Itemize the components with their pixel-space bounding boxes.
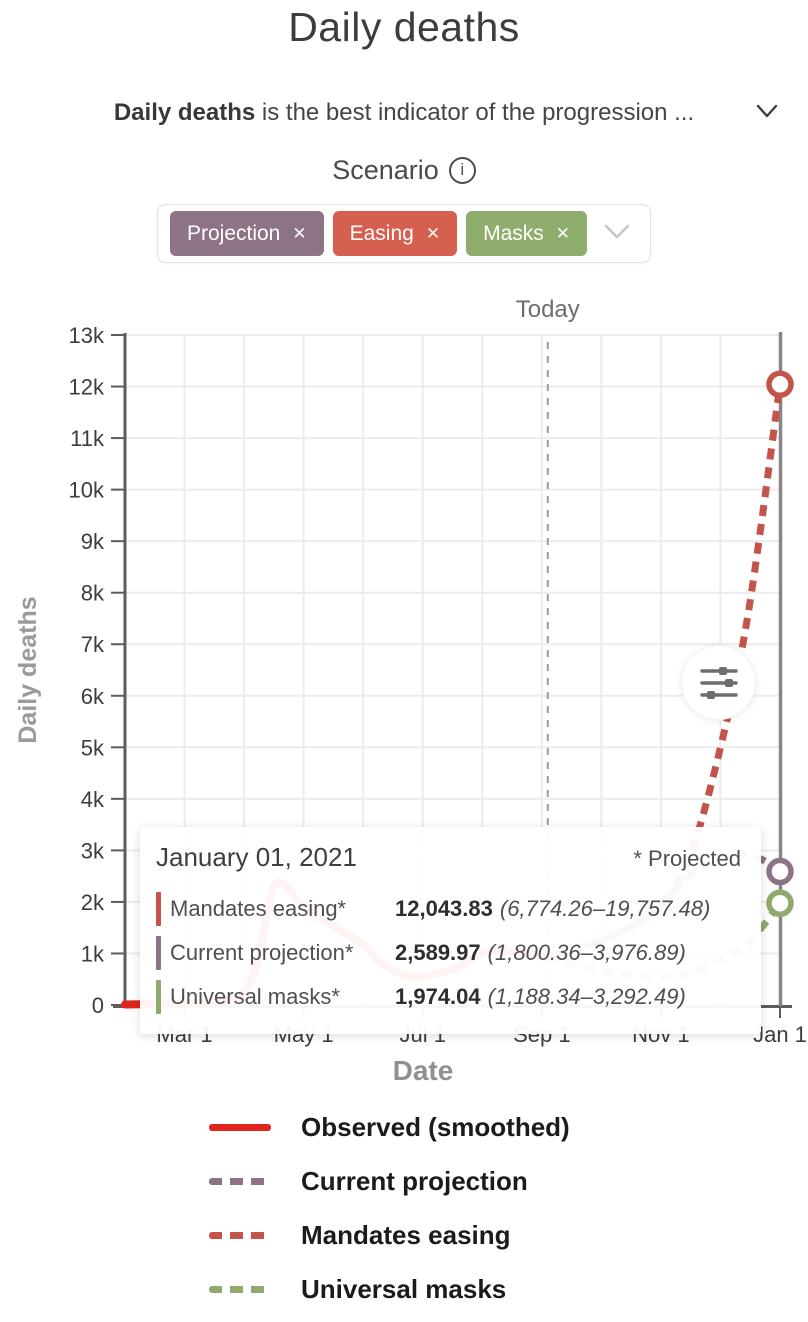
y-tick-label: 12k: [69, 375, 105, 400]
tooltip-date: January 01, 2021: [156, 842, 357, 872]
close-icon[interactable]: ✕: [292, 223, 307, 243]
series-color-bar: [156, 980, 161, 1014]
legend-swatch: [209, 1123, 271, 1131]
description-rest: is the best indicator of the progression…: [255, 99, 695, 126]
legend-swatch: [209, 1231, 271, 1239]
y-tick-label: 10k: [69, 478, 105, 503]
scenario-label: Scenario: [332, 154, 439, 185]
tooltip-row-value: 1,974.04: [395, 984, 481, 1009]
y-tick-label: 6k: [81, 684, 105, 709]
scenario-header: Scenario i: [0, 154, 808, 186]
legend-label: Observed (smoothed): [301, 1111, 570, 1142]
y-tick-label: 8k: [81, 581, 105, 606]
daily-deaths-chart: Today 0 1k 2k 3k 4k 5k 6k 7k 8k 9k 10k 11k 12k 13k Mar …: [0, 290, 808, 1090]
y-tick-label: 4k: [81, 787, 105, 812]
tooltip-row-universal-masks: Universal masks* 1,974.04 (1,188.34–3,29…: [156, 979, 741, 1015]
legend-label: Mandates easing: [301, 1219, 511, 1250]
legend-label: Universal masks: [301, 1273, 507, 1304]
x-tick-label: Jan 1: [753, 1022, 807, 1047]
legend-item-mandates-easing: Mandates easing: [209, 1219, 599, 1250]
tooltip-row-range: (6,774.26–19,757.48): [499, 896, 711, 921]
y-tick-label: 9k: [81, 529, 105, 554]
y-tick-label: 2k: [81, 890, 105, 915]
sliders-icon: [699, 666, 738, 699]
info-icon[interactable]: i: [448, 156, 476, 184]
today-label: Today: [516, 296, 580, 323]
y-tick-label: 5k: [81, 735, 105, 760]
tooltip-row-range: (1,800.36–3,976.89): [487, 940, 686, 965]
chevron-down-icon[interactable]: [756, 104, 778, 123]
legend-label: Current projection: [301, 1165, 528, 1196]
tooltip-row-current-projection: Current projection* 2,589.97 (1,800.36–3…: [156, 935, 741, 971]
chart-tooltip: January 01, 2021 * Projected Mandates ea…: [140, 827, 761, 1034]
y-tick-label: 1k: [81, 941, 105, 966]
endpoint-marker-universal-masks: [766, 889, 794, 918]
legend-swatch: [209, 1177, 271, 1185]
y-tick-label: 0: [92, 993, 104, 1018]
y-tick-label: 13k: [69, 323, 105, 348]
chart-legend: Observed (smoothed) Current projection M…: [0, 1111, 808, 1304]
legend-item-universal-masks: Universal masks: [209, 1273, 599, 1304]
scenario-chip-easing[interactable]: Easing ✕: [332, 211, 458, 256]
endpoint-marker-current-projection: [766, 857, 794, 886]
scenario-chip-projection[interactable]: Projection ✕: [169, 211, 324, 256]
tooltip-row-label: Universal masks*: [170, 984, 340, 1009]
x-axis-title: Date: [393, 1055, 454, 1086]
chip-label: Easing: [349, 221, 414, 245]
tooltip-projected-note: * Projected: [633, 846, 741, 871]
y-tick-label: 7k: [81, 632, 105, 657]
legend-item-observed: Observed (smoothed): [209, 1111, 599, 1142]
chip-label: Projection: [186, 221, 281, 245]
tooltip-row-value: 12,043.83: [395, 896, 493, 921]
chevron-down-icon[interactable]: [604, 224, 630, 244]
endpoint-marker-mandates-easing: [766, 370, 794, 399]
y-axis-title: Daily deaths: [14, 596, 42, 743]
description-expander[interactable]: Daily deaths is the best indicator of th…: [0, 96, 808, 130]
tooltip-row-mandates-easing: Mandates easing* 12,043.83 (6,774.26–19,…: [156, 891, 741, 927]
scenario-select[interactable]: Projection ✕ Easing ✕ Masks ✕: [156, 204, 652, 263]
tooltip-row-label: Current projection*: [170, 940, 354, 965]
chart-settings-button[interactable]: [681, 645, 756, 720]
tooltip-row-label: Mandates easing*: [170, 896, 347, 921]
tooltip-row-range: (1,188.34–3,292.49): [487, 984, 686, 1009]
close-icon[interactable]: ✕: [555, 223, 571, 243]
series-color-bar: [156, 936, 161, 970]
description-term: Daily deaths: [113, 99, 256, 126]
tooltip-row-value: 2,589.97: [395, 940, 481, 965]
series-color-bar: [156, 892, 161, 926]
page-title: Daily deaths: [288, 4, 520, 50]
y-tick-label: 3k: [81, 838, 105, 863]
legend-swatch: [209, 1285, 271, 1293]
y-tick-label: 11k: [70, 426, 105, 451]
chip-label: Masks: [483, 221, 544, 245]
legend-item-current-projection: Current projection: [209, 1165, 599, 1196]
close-icon[interactable]: ✕: [425, 223, 441, 243]
scenario-chip-masks[interactable]: Masks ✕: [466, 211, 588, 256]
description-text: Daily deaths is the best indicator of th…: [0, 99, 808, 127]
